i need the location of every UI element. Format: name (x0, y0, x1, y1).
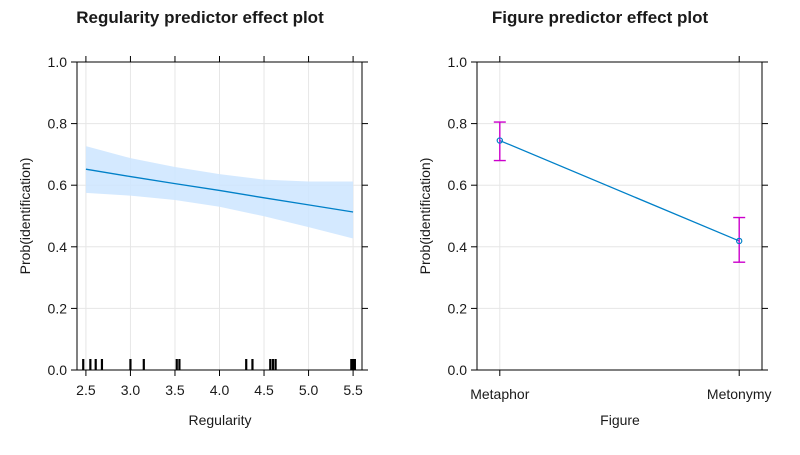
regularity-fit-line (85, 168, 354, 213)
figure-x-axis-label: Figure (600, 412, 640, 428)
figure-y-tick-label: 1.0 (448, 54, 468, 70)
regularity-x-tick-label: 3.5 (165, 382, 185, 398)
regularity-y-tick-label: 1.0 (48, 54, 68, 70)
figure-x-tick-label: Metonymy (707, 386, 772, 402)
regularity-y-axis-label: Prob(identification) (17, 158, 33, 275)
regularity-x-axis-label: Regularity (188, 412, 251, 428)
figure-axis-ticks: Metaphor Metonymy 0.0 0.2 0.4 0.6 0.8 1.0 (448, 54, 772, 402)
regularity-y-tick-label: 0.4 (48, 239, 68, 255)
figure-points (496, 137, 743, 245)
figure-gridlines (477, 61, 762, 371)
figure-y-tick-label: 0.4 (448, 239, 468, 255)
regularity-effect-panel: Regularity predictor effect plot 2.5 3.0 3… (17, 8, 368, 428)
regularity-rug (82, 359, 356, 370)
figure-y-tick-label: 0.0 (448, 362, 468, 378)
regularity-x-tick-label: 2.5 (76, 382, 96, 398)
regularity-y-tick-label: 0.2 (48, 300, 68, 316)
regularity-x-tick-label: 3.0 (121, 382, 141, 398)
regularity-y-tick-label: 0.8 (48, 116, 68, 132)
data-point (496, 137, 503, 144)
regularity-confidence-band-area (85, 146, 354, 239)
figure-y-axis-label: Prob(identification) (417, 158, 433, 275)
regularity-y-tick-label: 0.6 (48, 177, 68, 193)
regularity-y-tick-label: 0.0 (48, 362, 68, 378)
figure-plot-frame (476, 61, 763, 371)
figure-y-tick-label: 0.8 (448, 116, 468, 132)
figure-error-bars (493, 121, 746, 263)
regularity-x-tick-label: 4.0 (210, 382, 230, 398)
regularity-confidence-band (85, 146, 354, 239)
figure-y-tick-label: 0.2 (448, 300, 468, 316)
figure-plot-title: Figure predictor effect plot (492, 8, 709, 27)
regularity-axis-ticks: 2.5 3.0 3.5 4.0 4.5 5.0 5.5 0.0 0.2 0.4 0.6 0.8 1.0 (48, 54, 368, 398)
regularity-x-tick-label: 5.0 (299, 382, 319, 398)
regularity-x-tick-label: 5.5 (343, 382, 363, 398)
figure-y-tick-label: 0.6 (448, 177, 468, 193)
figure-effect-panel: Figure predictor effect plot Metaphor Met… (417, 8, 771, 428)
data-point (736, 237, 743, 245)
regularity-x-tick-label: 4.5 (254, 382, 274, 398)
figure-effect-line-path (499, 139, 740, 242)
regularity-fit-line-path (85, 168, 354, 213)
figure-x-tick-label: Metaphor (470, 386, 529, 402)
figure-effect-line (499, 139, 740, 242)
regularity-plot-title: Regularity predictor effect plot (76, 8, 324, 27)
